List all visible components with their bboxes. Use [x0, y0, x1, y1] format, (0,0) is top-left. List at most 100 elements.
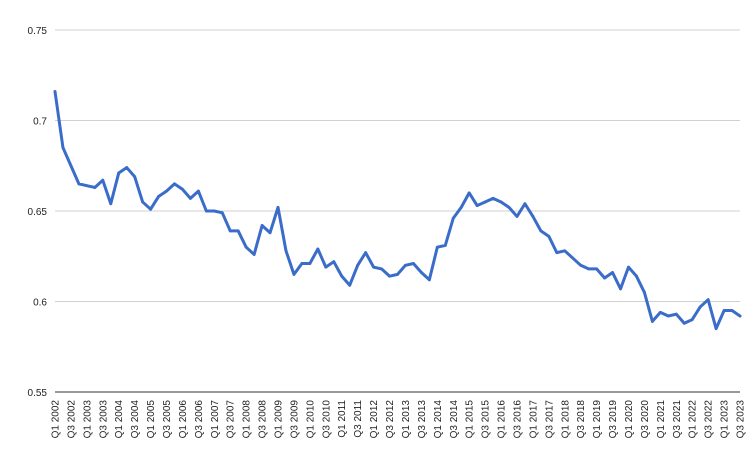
- data-point: [133, 175, 137, 179]
- data-point: [467, 191, 471, 195]
- data-point: [212, 209, 216, 213]
- data-point: [587, 267, 591, 271]
- x-tick-label: Q3 2009: [289, 400, 300, 439]
- data-point: [300, 262, 304, 265]
- data-point: [722, 309, 726, 312]
- data-point: [109, 202, 113, 206]
- data-point: [427, 278, 431, 282]
- data-point: [611, 271, 614, 274]
- data-point: [555, 251, 559, 255]
- x-tick-label: Q3 2023: [736, 400, 747, 439]
- data-point: [364, 251, 368, 255]
- x-tick-label: Q3 2021: [672, 400, 683, 439]
- x-tick-label: Q3 2016: [512, 400, 523, 439]
- data-point: [101, 178, 105, 182]
- data-point: [730, 309, 734, 312]
- data-point: [658, 310, 662, 314]
- gridlines: [55, 29, 740, 393]
- x-tick-label: Q3 2005: [162, 400, 173, 439]
- data-point: [443, 243, 447, 247]
- data-point: [491, 196, 495, 200]
- data-point: [603, 276, 606, 280]
- x-tick-label: Q3 2018: [576, 400, 587, 439]
- data-point: [260, 224, 264, 227]
- data-point: [380, 267, 383, 271]
- data-point: [475, 204, 479, 207]
- x-tick-label: Q1 2008: [242, 400, 253, 439]
- x-tick-label: Q1 2011: [337, 400, 348, 438]
- data-point: [483, 200, 487, 204]
- y-tick-label: 0.75: [28, 26, 48, 37]
- data-point: [316, 247, 320, 251]
- data-point: [459, 205, 463, 209]
- data-point: [690, 318, 694, 321]
- data-point: [627, 265, 630, 269]
- x-tick-label: Q3 2014: [449, 400, 460, 439]
- data-point: [412, 262, 415, 265]
- data-point: [61, 146, 65, 150]
- x-tick-label: Q1 2019: [592, 400, 603, 439]
- y-tick-label: 0.65: [28, 207, 48, 218]
- data-point: [396, 272, 399, 276]
- data-point: [666, 314, 670, 318]
- x-tick-label: Q1 2006: [178, 400, 189, 439]
- data-point: [268, 231, 272, 235]
- x-tick-label: Q1 2005: [146, 400, 157, 439]
- x-tick-label: Q3 2020: [640, 400, 651, 439]
- x-tick-label: Q3 2006: [194, 400, 205, 439]
- data-point: [643, 291, 646, 294]
- data-point: [619, 287, 622, 291]
- data-point: [117, 171, 121, 175]
- x-tick-label: Q1 2003: [82, 400, 93, 439]
- data-point: [698, 305, 702, 309]
- data-point: [388, 274, 391, 278]
- y-axis-tick-labels: 0.55 0.6 0.65 0.7 0.75: [28, 26, 48, 399]
- x-tick-label: Q1 2007: [210, 400, 221, 439]
- data-point: [292, 272, 296, 276]
- data-point: [165, 189, 168, 193]
- x-tick-label: Q1 2013: [401, 400, 412, 439]
- x-tick-label: Q1 2022: [688, 400, 699, 439]
- data-point: [244, 245, 248, 249]
- data-point: [404, 263, 407, 267]
- data-point: [571, 256, 575, 260]
- data-point: [204, 209, 208, 213]
- data-point: [356, 263, 360, 267]
- data-point: [173, 182, 176, 186]
- x-tick-label: Q1 2010: [305, 400, 316, 439]
- data-point: [189, 196, 192, 200]
- data-point: [635, 274, 638, 278]
- data-point: [515, 215, 519, 218]
- data-point: [228, 229, 232, 233]
- x-axis-tick-labels: Q1 2002 Q3 2002 Q1 2003 Q3 2003 Q1 2004 Q3 20…: [51, 400, 747, 439]
- data-point: [372, 265, 376, 269]
- x-tick-label: Q1 2004: [114, 400, 125, 439]
- data-point: [507, 205, 511, 209]
- data-point: [157, 195, 160, 198]
- data-point: [340, 274, 344, 278]
- x-tick-label: Q3 2017: [544, 400, 555, 439]
- data-point: [674, 312, 678, 316]
- x-tick-label: Q3 2010: [321, 400, 332, 439]
- data-point: [181, 187, 184, 191]
- data-point: [499, 200, 503, 204]
- data-point: [523, 202, 527, 206]
- data-point: [220, 211, 224, 215]
- data-point: [77, 182, 81, 186]
- data-point: [85, 184, 89, 188]
- data-point: [682, 321, 686, 325]
- x-tick-label: Q3 2007: [226, 400, 237, 439]
- data-point: [308, 262, 312, 265]
- x-tick-label: Q3 2002: [66, 400, 77, 439]
- data-point: [284, 249, 288, 253]
- y-tick-label: 0.6: [33, 298, 47, 309]
- x-tick-label: Q1 2020: [624, 400, 635, 439]
- data-point: [196, 189, 200, 193]
- data-point: [141, 200, 145, 204]
- x-tick-label: Q3 2003: [98, 400, 109, 439]
- x-tick-label: Q1 2021: [656, 400, 667, 439]
- data-point: [435, 245, 439, 249]
- data-point: [276, 205, 280, 209]
- data-point: [125, 166, 129, 169]
